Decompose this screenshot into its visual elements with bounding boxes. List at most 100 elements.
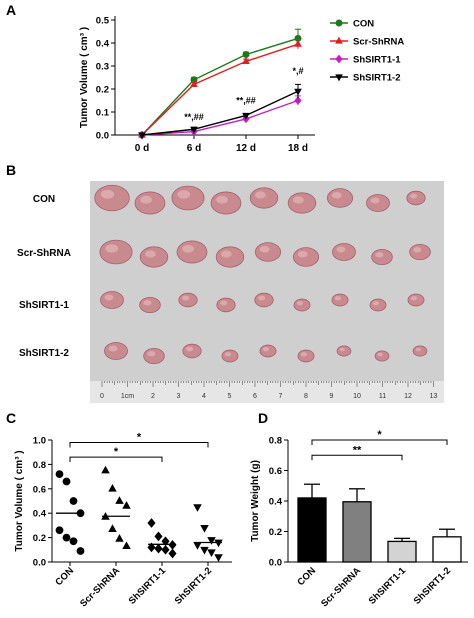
legend-marker-0 [335,19,343,27]
significance-mark: * [137,431,142,443]
tumor-weight-bar-chart: 0.0 0.2 0.4 0.6 0.8 Tumor Weight (g) CON Scr-Sh… [250,429,468,609]
tumor-specimen [176,240,208,264]
significance-mark: * [114,446,119,458]
tumor-specimen [182,343,202,359]
tumor-specimen [134,191,166,215]
bar-3 [432,536,462,563]
panel-b-label: B [6,162,17,178]
ruler-label: 13 [430,393,438,400]
tumor-specimen [171,185,205,211]
tumor-highlight [339,347,345,352]
tumor-specimen [366,194,390,212]
y-tick-label: 0.0 [96,131,109,142]
scatter-point [168,548,177,559]
series-point-3 [242,112,250,120]
scatter-point [147,518,156,528]
y-tick-label: 0.0 [269,558,282,569]
x-tick-label: CON [53,565,76,588]
scatter-point [55,526,64,535]
tumor-highlight [140,195,152,204]
tumor-highlight [375,252,384,258]
tumor-highlight [410,296,418,301]
significance-annotation: *,# [292,66,303,76]
tumor-highlight [259,245,270,253]
legend-label-0: CON [353,19,374,30]
series-line-0 [141,37,299,136]
scatter-point [200,524,209,533]
ruler-label: 8 [304,393,308,400]
significance-annotation: **,## [184,112,204,122]
ruler-label: 6 [253,393,257,400]
tumor-specimen [254,292,274,308]
series-point-1 [242,57,250,64]
ruler-label: 0 [100,393,104,400]
tumor-highlight [108,345,118,352]
scatter-point [207,537,216,545]
tumor-specimen [210,191,242,215]
legend-marker-3 [335,74,343,82]
scatter-point [214,539,223,548]
significance-bracket [69,441,209,448]
series-point-1 [190,80,198,87]
tumor-highlight [262,347,270,352]
tumor-specimen [374,350,390,362]
series-point-3 [190,126,198,134]
y-axis-label: Tumor Weight (g) [250,460,261,542]
tumor-highlight [297,250,308,258]
x-tick-label: Scr-ShRNA [78,565,122,609]
photo-background [90,181,444,403]
tumor-specimen [287,192,317,214]
x-tick-label: 18 d [288,143,308,154]
scatter-point [55,470,64,479]
y-tick-label: 0.4 [269,497,283,508]
tumor-volume-scatter-chart: 0.0 0.2 0.4 0.6 0.8 1.0 Tumor Volume ( cm³ ) CO… [14,431,232,609]
tumor-highlight [221,250,232,258]
ruler-label: 9 [330,393,334,400]
tumor-specimen [409,243,431,261]
legend-marker-2 [335,54,343,64]
tumor-highlight [293,196,304,204]
tumor-highlight [100,189,115,199]
scatter-point [76,547,85,555]
tumor-highlight [186,346,194,352]
tumor-highlight [220,300,228,306]
tumor-specimen [94,184,130,212]
tumor-specimen [412,345,428,357]
ruler-label: 12 [404,393,412,400]
scatter-point [101,465,110,474]
tumor-highlight [177,190,191,199]
scatter-point [122,541,131,550]
scatter-point [154,531,163,542]
scatter-point [69,497,78,505]
tumor-highlight [296,301,304,306]
tumor-highlight [182,295,190,301]
x-tick-label: ShSIRT1-1 [127,565,169,607]
significance-bracket [311,439,448,445]
ruler-label: 2 [151,393,155,400]
tumor-highlight [415,347,421,352]
series-point-3 [294,88,302,96]
bar-2 [387,540,417,563]
scatter-point [207,549,216,558]
tumor-highlight [216,195,228,204]
significance-bracket [69,456,163,463]
tumor-highlight [300,352,308,357]
tumor-specimen [254,242,282,262]
ruler-label: 10 [353,393,361,400]
tumor-specimen [326,188,354,208]
tumor-specimen [407,293,425,307]
tumor-specimen [406,190,426,206]
legend-label-1: Scr-ShRNA [353,37,404,48]
tumor-specimen [293,298,311,312]
ruler-label: 7 [279,393,283,400]
scatter-point [154,543,163,554]
tumor-specimen [100,291,124,309]
y-tick-label: 0.8 [269,436,282,447]
tumor-highlight [104,294,114,301]
scatter-point [122,501,131,509]
x-tick-label: ShSIRT1-2 [412,565,453,606]
panel-c-label: C [6,410,17,426]
tumor-specimen [104,342,128,360]
tumor-highlight [255,191,266,199]
scatter-point [108,524,117,532]
